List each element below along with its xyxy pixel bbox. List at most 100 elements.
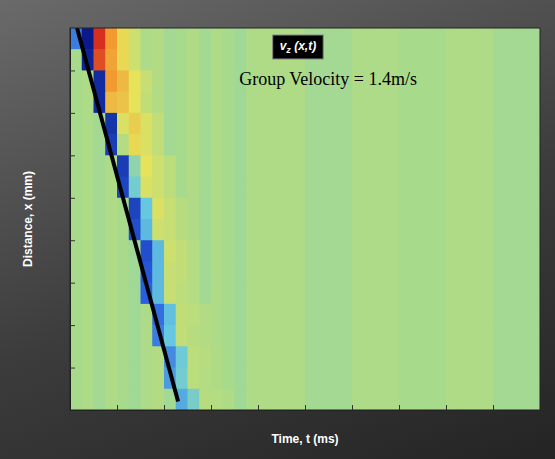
heatmap-cell (446, 240, 494, 262)
heatmap-cell (493, 283, 540, 305)
heatmap-cell (164, 240, 176, 262)
heatmap-cell (70, 346, 82, 368)
heatmap-cell (352, 219, 400, 241)
heatmap-cell (223, 49, 235, 71)
heatmap-cell (176, 219, 188, 241)
heatmap-cell (223, 198, 235, 220)
heatmap-cell (70, 92, 82, 114)
heatmap-cell (305, 325, 353, 347)
heatmap-cell (152, 368, 164, 390)
heatmap-cell (305, 346, 353, 368)
heatmap-cell (258, 368, 306, 390)
heatmap-cell (446, 70, 494, 92)
heatmap-cell (258, 113, 306, 135)
heatmap-cell (176, 198, 188, 220)
heatmap-cell (82, 240, 94, 262)
heatmap-cell (129, 113, 141, 135)
heatmap-cell (152, 28, 164, 50)
plot-area (70, 28, 540, 410)
heatmap-cell (199, 261, 211, 283)
heatmap-cell (94, 240, 106, 262)
heatmap-cell (399, 346, 447, 368)
heatmap-cell (176, 240, 188, 262)
heatmap-cell (188, 368, 200, 390)
heatmap-cell (105, 49, 117, 71)
tick-mark (446, 405, 447, 410)
heatmap-cell (493, 70, 540, 92)
heatmap-cell (493, 346, 540, 368)
heatmap-cell (188, 346, 200, 368)
heatmap-cell (493, 261, 540, 283)
heatmap-cell (305, 304, 353, 326)
heatmap-cell (246, 389, 258, 410)
heatmap-cell (199, 219, 211, 241)
heatmap-cell (176, 346, 188, 368)
heatmap-cell (352, 177, 400, 199)
heatmap-cell (117, 368, 129, 390)
heatmap-cell (199, 368, 211, 390)
heatmap-cell (105, 346, 117, 368)
heatmap-cell (223, 389, 235, 410)
heatmap-cell (211, 92, 223, 114)
heatmap-cell (446, 261, 494, 283)
tick (211, 405, 212, 410)
heatmap-cell (188, 177, 200, 199)
heatmap-cell (211, 28, 223, 50)
heatmap-cell (223, 325, 235, 347)
tick (305, 405, 306, 410)
heatmap-cell (152, 389, 164, 410)
group-velocity-line (77, 28, 178, 402)
tick-mark (399, 405, 400, 410)
heatmap-cell (399, 198, 447, 220)
axis-line (70, 29, 71, 411)
heatmap-cell (105, 368, 117, 390)
heatmap-cell (211, 70, 223, 92)
heatmap-cell (152, 240, 164, 262)
heatmap-cell (117, 283, 129, 305)
heatmap-cell (235, 177, 247, 199)
heatmap-cell (94, 325, 106, 347)
heatmap-cell (446, 219, 494, 241)
heatmap-cell (117, 49, 129, 71)
heatmap-cell (223, 346, 235, 368)
heatmap-cell (199, 70, 211, 92)
axis-line (71, 410, 541, 411)
heatmap-cell (70, 49, 82, 71)
heatmap-cell (258, 92, 306, 114)
heatmap-cell (199, 134, 211, 156)
heatmap-cell (70, 70, 82, 92)
heatmap-cell (176, 70, 188, 92)
tick-mark (70, 325, 75, 326)
heatmap-cell (211, 304, 223, 326)
heatmap-cell (235, 49, 247, 71)
heatmap-cell (305, 389, 353, 410)
heatmap-cell (223, 134, 235, 156)
heatmap-cell (117, 70, 129, 92)
heatmap-cell (141, 70, 153, 92)
heatmap-cell (246, 49, 258, 71)
heatmap-cell (199, 155, 211, 177)
heatmap-cell (446, 283, 494, 305)
heatmap-cell (399, 283, 447, 305)
heatmap-cell (70, 283, 82, 305)
heatmap-cell (246, 198, 258, 220)
heatmap-cell (223, 240, 235, 262)
heatmap-cell (164, 155, 176, 177)
heatmap-cell (70, 134, 82, 156)
heatmap-cell (235, 261, 247, 283)
heatmap-cell (176, 325, 188, 347)
heatmap-cell (493, 240, 540, 262)
heatmap-cell (211, 240, 223, 262)
tick (70, 283, 75, 284)
tick (164, 405, 165, 410)
heatmap-cell (188, 219, 200, 241)
tick (493, 405, 494, 410)
heatmap-cell (211, 389, 223, 410)
heatmap-cell (493, 304, 540, 326)
tick (258, 405, 259, 410)
heatmap-cell (235, 198, 247, 220)
heatmap-cell (235, 325, 247, 347)
heatmap-cell (129, 70, 141, 92)
heatmap-cell (446, 389, 494, 410)
heatmap-cell (152, 49, 164, 71)
